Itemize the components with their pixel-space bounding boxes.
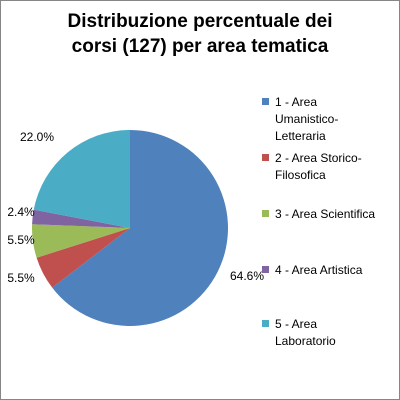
legend-label-1: 1 - Area Umanistico- Letteraria — [275, 95, 339, 143]
legend-label-5: 5 - Area Laboratorio — [275, 317, 336, 348]
data-label-5: 22.0% — [20, 130, 54, 144]
legend-swatch-3 — [262, 210, 269, 217]
pie-slice-4 — [32, 209, 130, 228]
legend-swatch-2 — [262, 154, 269, 161]
chart-title: Distribuzione percentuale dei corsi (127… — [0, 9, 400, 59]
legend-label-3: 3 - Area Scientifica — [275, 207, 376, 221]
data-label-2: 5.5% — [7, 271, 35, 285]
data-label-3: 5.5% — [7, 233, 35, 247]
pie-slice-1 — [52, 130, 228, 326]
pie-slice-5 — [33, 130, 130, 228]
legend-swatch-4 — [262, 266, 269, 273]
legend-swatch-1 — [262, 98, 269, 105]
pie-slice-3 — [32, 224, 130, 258]
legend-swatch-5 — [262, 320, 269, 327]
pie-slice-2 — [36, 228, 130, 288]
chart-title-line-2: corsi (127) per area tematica — [71, 36, 329, 57]
legend-label-4: 4 - Area Artistica — [275, 263, 363, 277]
legend-label-2: 2 - Area Storico- Filosofica — [275, 151, 362, 182]
data-label-4: 2.4% — [7, 205, 35, 219]
chart-title-line-1: Distribuzione percentuale dei — [67, 11, 333, 32]
data-label-1: 64.6% — [230, 269, 264, 283]
